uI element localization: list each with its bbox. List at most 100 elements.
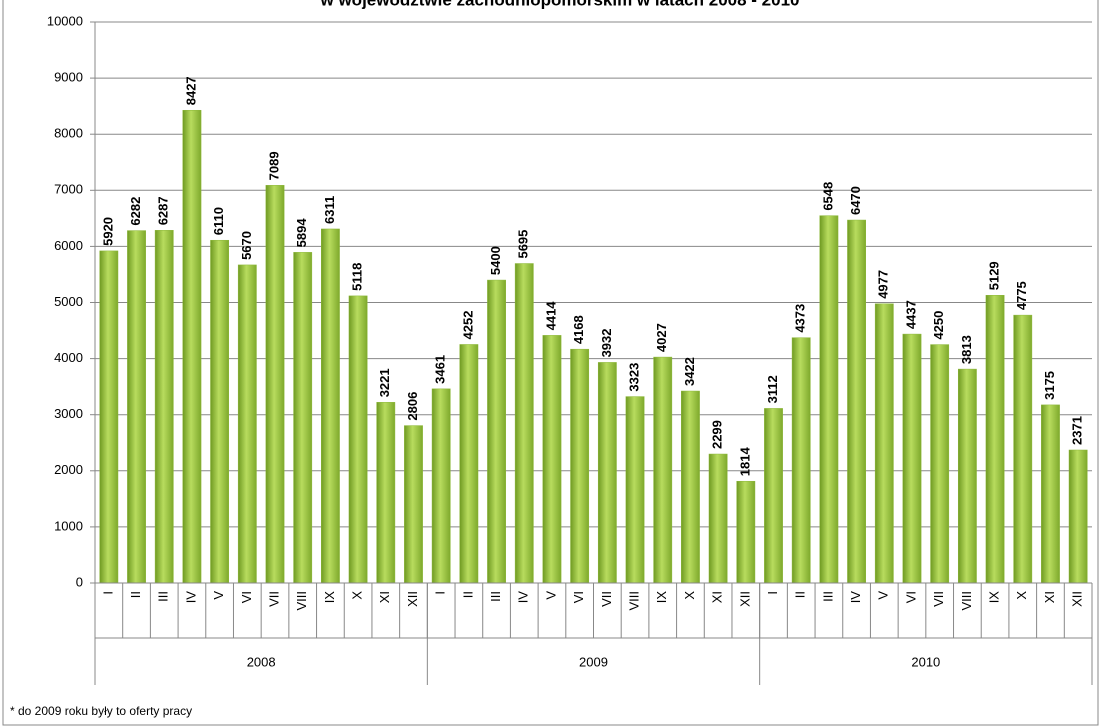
value-label: 5400 [488,246,503,275]
value-label: 5920 [100,217,115,246]
bar [1068,449,1088,584]
bar [265,185,285,584]
y-tick-label: 4000 [54,350,83,365]
bar [542,335,562,584]
x-tick-label: VI [903,591,918,603]
value-label: 4414 [543,301,558,331]
value-label: 4168 [571,315,586,344]
group-label: 2008 [247,654,276,669]
value-label: 5695 [516,230,531,259]
bar [182,109,202,584]
bar [376,402,396,584]
value-label: 5670 [239,231,254,260]
x-tick-label: IX [322,591,337,604]
x-tick-label: IV [516,591,531,604]
y-tick-label: 6000 [54,238,83,253]
value-label: 8427 [183,76,198,105]
x-tick-label: V [211,591,226,600]
y-tick-label: 3000 [54,406,83,421]
x-tick-label: XII [737,591,752,607]
y-tick-label: 9000 [54,70,83,85]
chart-title: w województwie zachodniopomorskim w lata… [320,0,800,9]
bar [625,396,645,584]
bar [985,295,1005,584]
group-label: 2010 [911,654,940,669]
value-label: 3461 [433,355,448,384]
x-tick-label: II [128,591,143,598]
x-tick-label: IX [654,591,669,604]
group-label: 2009 [579,654,608,669]
y-tick-label: 0 [76,574,83,589]
x-tick-label: X [682,591,697,600]
x-tick-label: III [820,591,835,602]
x-tick-label: I [100,591,115,595]
x-tick-label: XII [405,591,420,607]
x-tick-label: III [156,591,171,602]
value-label: 4437 [903,300,918,329]
value-label: 3323 [626,363,641,392]
value-label: 4250 [931,311,946,340]
bar [957,368,977,584]
value-label: 4775 [1014,281,1029,310]
x-tick-label: VII [931,591,946,607]
bar [764,408,783,584]
bar [154,230,174,584]
bar [902,333,922,584]
bar [708,453,728,584]
value-label: 6287 [156,196,171,225]
value-label: 4373 [793,304,808,333]
bar [1041,404,1060,584]
value-label: 3221 [377,368,392,397]
x-tick-label: XII [1070,591,1085,607]
bar [597,362,617,584]
value-label: 6282 [128,197,143,226]
x-tick-label: XI [710,591,725,603]
value-label: 4252 [460,311,475,340]
bar [847,219,866,584]
x-tick-label: II [460,591,475,598]
value-label: 3932 [599,328,614,357]
value-label: 2299 [710,420,725,449]
x-tick-label: IV [848,591,863,604]
bar [653,356,673,584]
x-tick-label: V [543,591,558,600]
x-tick-label: XI [377,591,392,603]
value-label: 5129 [987,261,1002,290]
x-tick-label: V [876,591,891,600]
x-tick-label: X [1014,591,1029,600]
x-tick-label: IV [183,591,198,604]
x-tick-label: I [433,591,448,595]
bar [210,239,230,584]
x-tick-label: VIII [626,591,641,611]
y-tick-label: 10000 [47,13,83,28]
value-label: 5894 [294,218,309,248]
bar [321,228,340,584]
footnote: * do 2009 roku były to oferty pracy [10,704,192,718]
value-label: 6548 [820,182,835,211]
bar [127,230,146,584]
value-label: 7089 [266,151,281,180]
value-label: 2371 [1070,416,1085,445]
bar [930,344,950,584]
bar [570,348,590,584]
x-tick-label: VIII [959,591,974,611]
value-label: 6311 [322,196,337,224]
value-label: 4977 [876,270,891,299]
y-tick-label: 8000 [54,126,83,141]
bar [99,250,119,584]
bar [431,388,451,584]
bar [791,337,811,584]
bar [514,263,534,584]
x-tick-label: XI [1042,591,1057,603]
y-tick-label: 5000 [54,294,83,309]
bar [487,279,506,584]
x-tick-label: II [793,591,808,598]
value-label: 3175 [1042,371,1057,400]
bar [874,303,894,584]
bar [736,480,756,584]
bar [237,264,257,584]
y-tick-label: 2000 [54,462,83,477]
value-label: 3112 [765,375,780,403]
